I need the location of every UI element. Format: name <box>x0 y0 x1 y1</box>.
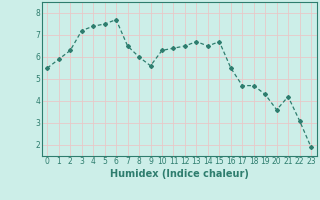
X-axis label: Humidex (Indice chaleur): Humidex (Indice chaleur) <box>110 169 249 179</box>
